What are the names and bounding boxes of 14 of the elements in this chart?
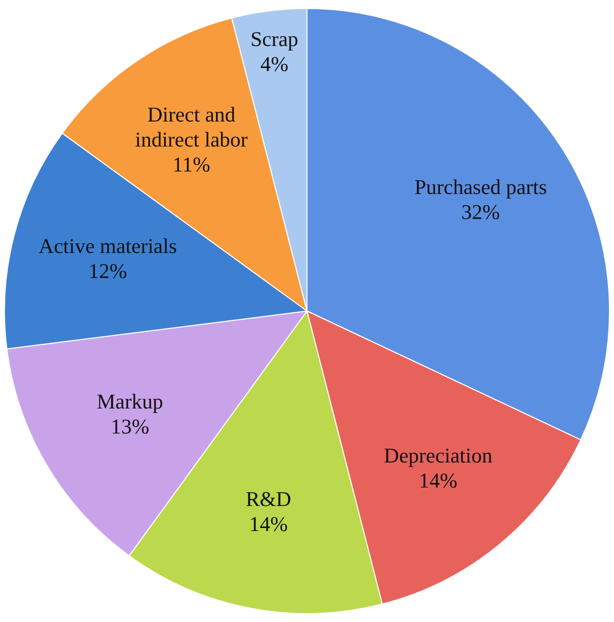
slice-label: Depreciation xyxy=(384,444,493,468)
data-label: 32% xyxy=(461,200,500,224)
data-label: 11% xyxy=(172,152,210,176)
data-label: 14% xyxy=(418,468,458,493)
data-label: 4% xyxy=(260,52,288,76)
data-label: 14% xyxy=(249,512,288,536)
slice-label: Scrap xyxy=(250,26,298,51)
slice-label: Markup xyxy=(96,390,164,414)
slice-label: Direct and indirect labor xyxy=(135,102,248,152)
slice-label: Active materials xyxy=(38,234,177,258)
data-label: 12% xyxy=(88,258,128,283)
slice-label: Purchased parts xyxy=(414,174,547,199)
data-label: 13% xyxy=(110,414,150,439)
slice-label: R&D xyxy=(246,487,292,512)
